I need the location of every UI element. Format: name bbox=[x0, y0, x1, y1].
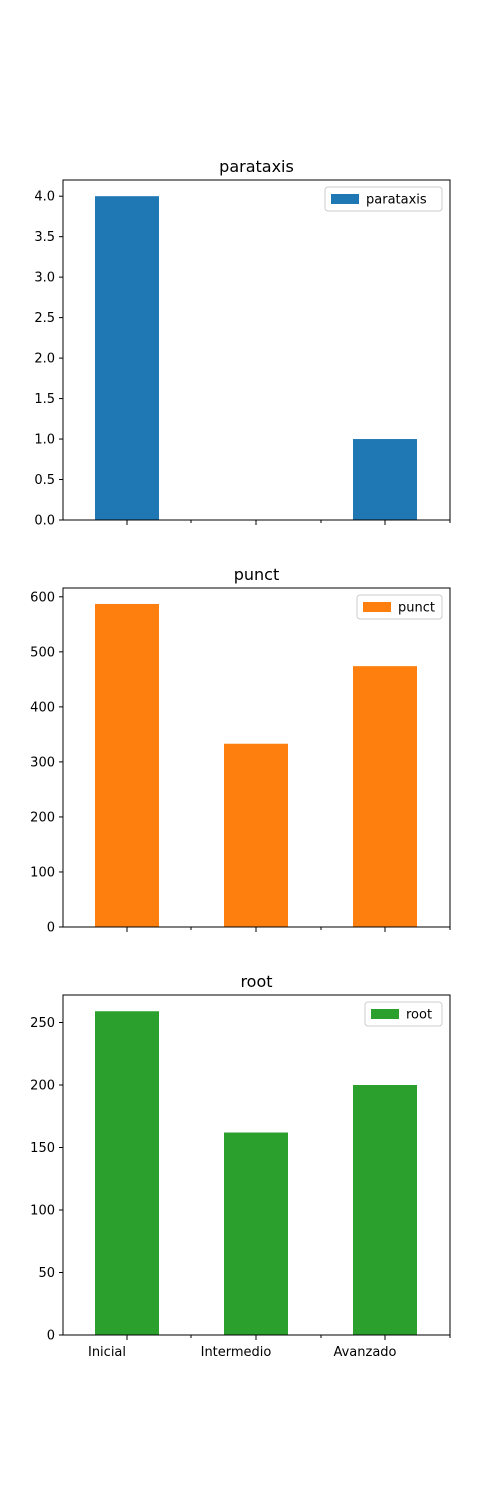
legend-box bbox=[324, 186, 443, 212]
legend-box bbox=[356, 594, 443, 620]
bar-Intermedio bbox=[224, 1132, 288, 1335]
chart-title: root bbox=[240, 972, 272, 991]
y-tick-label: 1.0 bbox=[34, 433, 55, 448]
legend-box bbox=[364, 1001, 443, 1027]
bar-Inicial bbox=[95, 603, 159, 927]
bar-Inicial bbox=[95, 1011, 159, 1335]
y-tick-label: 1.5 bbox=[34, 392, 55, 407]
legend-label: root bbox=[406, 1008, 432, 1023]
chart-title: parataxis bbox=[219, 157, 294, 176]
y-tick-label: 0.0 bbox=[34, 514, 55, 529]
y-tick-label: 4.0 bbox=[34, 190, 55, 205]
bar-Avanzado bbox=[353, 1085, 417, 1335]
chart-title: punct bbox=[234, 565, 280, 584]
bar-Intermedio bbox=[224, 743, 288, 927]
y-tick-label: 2.0 bbox=[34, 352, 55, 367]
y-tick-label: 0.5 bbox=[34, 473, 55, 488]
y-tick-label: 600 bbox=[30, 590, 55, 605]
chart-punct: punct 0 100 200 300 400 500 600 punct bbox=[30, 565, 451, 936]
y-tick-label: 3.5 bbox=[34, 230, 55, 245]
y-tick-label: 100 bbox=[30, 1204, 55, 1219]
bar-Avanzado bbox=[353, 666, 417, 927]
x-tick-label: Intermedio bbox=[201, 1345, 272, 1360]
y-tick-label: 0 bbox=[47, 1329, 55, 1344]
y-tick-label: 100 bbox=[30, 865, 55, 880]
bar-Avanzado bbox=[353, 439, 417, 520]
x-tick-label: Inicial bbox=[88, 1345, 126, 1360]
y-tick-label: 200 bbox=[30, 1079, 55, 1094]
legend-swatch bbox=[331, 194, 359, 204]
y-tick-label: 2.5 bbox=[34, 311, 55, 326]
chart-parataxis: parataxis 0.0 0.5 1.0 1.5 2.0 2.5 3.0 3.5 4.0 para… bbox=[34, 157, 451, 529]
legend-swatch bbox=[371, 1009, 399, 1019]
chart-root: root 0 50 100 150 200 250 Inicial Intermedio Avan… bbox=[30, 972, 451, 1360]
y-tick-label: 250 bbox=[30, 1016, 55, 1031]
bar-Inicial bbox=[95, 196, 159, 520]
y-tick-label: 400 bbox=[30, 700, 55, 715]
y-tick-label: 300 bbox=[30, 755, 55, 770]
y-tick-label: 150 bbox=[30, 1141, 55, 1156]
legend-label: parataxis bbox=[366, 193, 427, 208]
y-tick-label: 200 bbox=[30, 810, 55, 825]
legend-label: punct bbox=[398, 601, 435, 616]
y-tick-label: 0 bbox=[47, 921, 55, 936]
y-tick-label: 500 bbox=[30, 645, 55, 660]
y-tick-label: 3.0 bbox=[34, 271, 55, 286]
y-tick-label: 50 bbox=[38, 1266, 55, 1281]
x-tick-label: Avanzado bbox=[333, 1345, 396, 1360]
legend-swatch bbox=[363, 602, 391, 612]
